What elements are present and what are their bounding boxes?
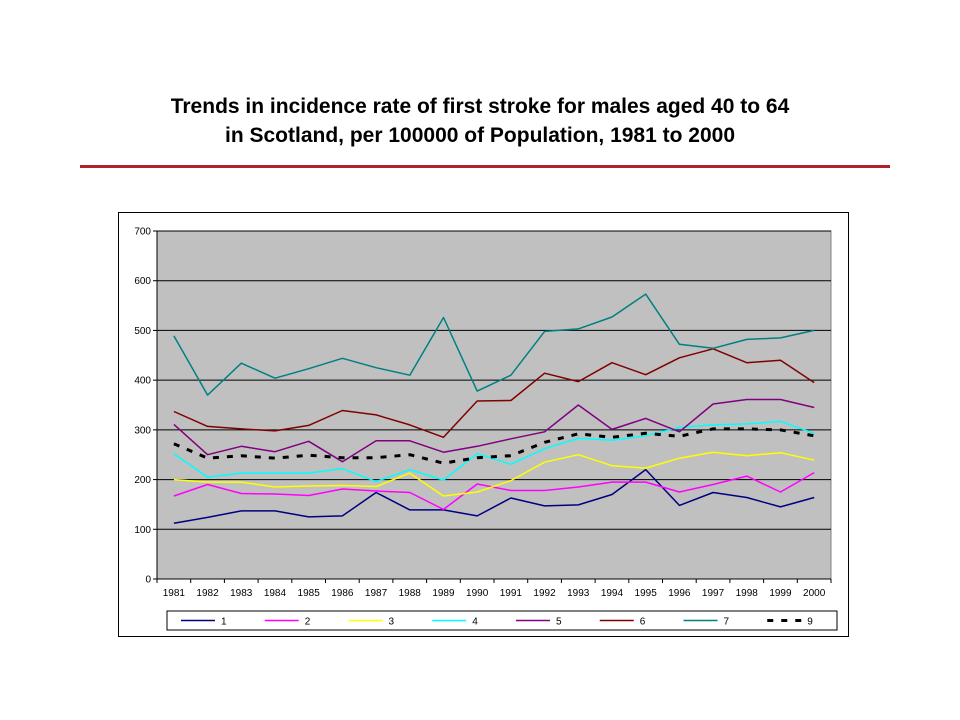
y-tick-label-400: 400 (134, 376, 151, 387)
x-tick-label-1994: 1994 (601, 588, 624, 599)
y-tick-label-100: 100 (134, 525, 151, 536)
series-line-7 (173, 293, 815, 396)
series-line-4 (173, 420, 815, 483)
x-tick-label-1988: 1988 (399, 588, 422, 599)
legend-label-4: 4 (472, 617, 478, 628)
title-divider (80, 165, 890, 168)
x-tick-label-2000: 2000 (803, 588, 826, 599)
x-tick-label-1993: 1993 (567, 588, 590, 599)
legend-label-5: 5 (556, 617, 562, 628)
series-line-9 (173, 427, 815, 465)
chart-title-line-1: Trends in incidence rate of first stroke… (170, 95, 790, 118)
x-tick-label-1996: 1996 (668, 588, 691, 599)
x-tick-label-1999: 1999 (769, 588, 792, 599)
legend-label-7: 7 (724, 617, 730, 628)
chart-title-line-2: in Scotland, per 100000 of Population, 1… (225, 124, 735, 147)
legend-label-3: 3 (389, 617, 395, 628)
y-tick-label-600: 600 (134, 276, 151, 287)
x-tick-label-1986: 1986 (331, 588, 354, 599)
series-line-5 (173, 398, 815, 463)
x-tick-label-1985: 1985 (298, 588, 321, 599)
x-tick-label-1991: 1991 (500, 588, 523, 599)
y-tick-label-500: 500 (134, 326, 151, 337)
plot-background (156, 230, 832, 580)
legend-label-1: 1 (221, 617, 227, 628)
x-tick-label-1984: 1984 (264, 588, 287, 599)
x-tick-label-1997: 1997 (702, 588, 725, 599)
legend (166, 610, 838, 631)
legend-label-6: 6 (640, 617, 646, 628)
x-tick-label-1989: 1989 (432, 588, 455, 599)
x-tick-label-1998: 1998 (736, 588, 759, 599)
legend-label-2: 2 (305, 617, 311, 628)
series-line-3 (173, 451, 815, 497)
y-tick-label-0: 0 (145, 575, 151, 586)
x-tick-label-1982: 1982 (196, 588, 219, 599)
legend-label-9: 9 (807, 617, 813, 628)
x-tick-label-1987: 1987 (365, 588, 388, 599)
y-tick-label-700: 700 (134, 227, 151, 238)
x-tick-label-1983: 1983 (230, 588, 253, 599)
y-tick-label-300: 300 (134, 425, 151, 436)
series-line-6 (173, 348, 815, 439)
x-tick-label-1990: 1990 (466, 588, 489, 599)
x-tick-label-1981: 1981 (163, 588, 186, 599)
chart-title: Trends in incidence rate of first stroke… (40, 92, 920, 150)
series-line-1 (173, 468, 815, 525)
y-tick-label-200: 200 (134, 475, 151, 486)
x-tick-label-1992: 1992 (533, 588, 556, 599)
x-tick-label-1995: 1995 (635, 588, 658, 599)
chart-area: 0 100 200 300 400 500 600 700 1981 1982 1983 1984 19… (118, 212, 849, 637)
series-line-2 (173, 471, 815, 511)
